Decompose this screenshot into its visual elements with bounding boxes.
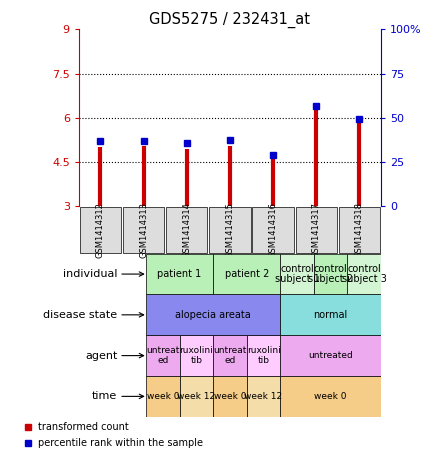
Text: agent: agent [85, 351, 117, 361]
FancyBboxPatch shape [296, 207, 337, 253]
Text: GSM1414317: GSM1414317 [312, 202, 321, 258]
FancyBboxPatch shape [213, 254, 280, 294]
Text: GSM1414312: GSM1414312 [96, 202, 105, 258]
FancyBboxPatch shape [213, 335, 247, 376]
FancyBboxPatch shape [314, 254, 347, 294]
Text: week 0: week 0 [214, 392, 246, 401]
Text: time: time [92, 391, 117, 401]
FancyBboxPatch shape [146, 294, 280, 335]
Text: week 0: week 0 [314, 392, 347, 401]
Text: patient 1: patient 1 [157, 269, 202, 279]
Text: GSM1414316: GSM1414316 [268, 202, 278, 258]
Text: GSM1414314: GSM1414314 [182, 202, 191, 258]
FancyBboxPatch shape [280, 294, 381, 335]
Text: percentile rank within the sample: percentile rank within the sample [38, 438, 203, 448]
FancyBboxPatch shape [180, 376, 213, 417]
Text: ruxolini
tib: ruxolini tib [180, 346, 213, 365]
FancyBboxPatch shape [123, 207, 164, 253]
Text: ruxolini
tib: ruxolini tib [247, 346, 280, 365]
Text: transformed count: transformed count [38, 422, 128, 432]
Text: GSM1414313: GSM1414313 [139, 202, 148, 258]
FancyBboxPatch shape [146, 335, 180, 376]
FancyBboxPatch shape [280, 335, 381, 376]
Text: GSM1414315: GSM1414315 [226, 202, 234, 258]
Text: normal: normal [314, 310, 348, 320]
Text: untreat
ed: untreat ed [213, 346, 247, 365]
Text: control
subject 2: control subject 2 [308, 264, 353, 284]
FancyBboxPatch shape [166, 207, 208, 253]
Text: patient 2: patient 2 [225, 269, 269, 279]
FancyBboxPatch shape [280, 376, 381, 417]
Text: week 12: week 12 [244, 392, 283, 401]
FancyBboxPatch shape [252, 207, 294, 253]
Text: untreat
ed: untreat ed [146, 346, 180, 365]
Text: control
subject 1: control subject 1 [275, 264, 320, 284]
FancyBboxPatch shape [213, 376, 247, 417]
Text: untreated: untreated [308, 351, 353, 360]
FancyBboxPatch shape [347, 254, 381, 294]
FancyBboxPatch shape [247, 335, 280, 376]
Text: alopecia areata: alopecia areata [175, 310, 251, 320]
FancyBboxPatch shape [339, 207, 380, 253]
FancyBboxPatch shape [247, 376, 280, 417]
Text: disease state: disease state [43, 310, 117, 320]
Text: control
subject 3: control subject 3 [342, 264, 387, 284]
FancyBboxPatch shape [180, 335, 213, 376]
FancyBboxPatch shape [280, 254, 314, 294]
Text: week 0: week 0 [147, 392, 179, 401]
FancyBboxPatch shape [209, 207, 251, 253]
Text: week 12: week 12 [177, 392, 215, 401]
Text: GSM1414318: GSM1414318 [355, 202, 364, 258]
FancyBboxPatch shape [80, 207, 121, 253]
Text: individual: individual [63, 269, 117, 279]
FancyBboxPatch shape [146, 376, 180, 417]
Title: GDS5275 / 232431_at: GDS5275 / 232431_at [149, 12, 311, 28]
FancyBboxPatch shape [146, 254, 213, 294]
